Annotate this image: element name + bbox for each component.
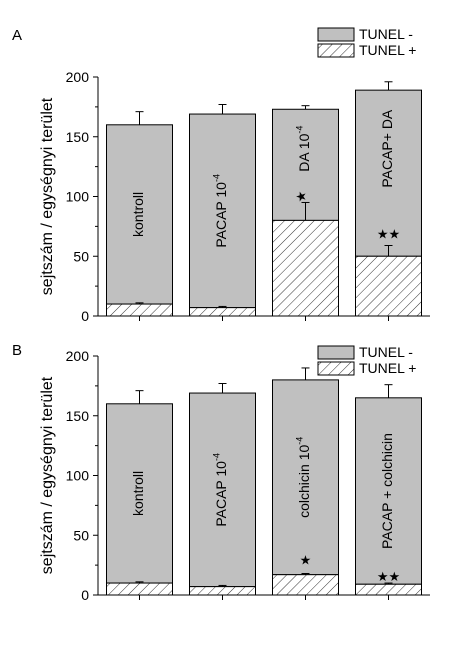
significance-marker: ★ xyxy=(300,553,312,568)
bar-label: PACAP+ DA xyxy=(379,109,395,188)
bar-label: DA 10-4 xyxy=(295,126,312,172)
legend-label-tunel-neg: TUNEL - xyxy=(359,344,413,360)
bar-tunel-neg xyxy=(272,379,339,576)
bar-label: PACAP 10-4 xyxy=(212,453,229,527)
bar-tunel-neg xyxy=(106,124,173,305)
bar-label: colchicin 10-4 xyxy=(295,437,312,518)
plot-b: kontroll PACAP 10-4 colchicin 10-4 ★ PACAP +… xyxy=(39,344,430,603)
y-tick-label: 150 xyxy=(66,408,90,424)
y-axis-label: sejtszám / egységnyi terület xyxy=(39,97,56,295)
bar-tunel-pos xyxy=(272,219,339,317)
legend: TUNEL -TUNEL + xyxy=(317,344,416,376)
legend: TUNEL -TUNEL + xyxy=(317,26,416,58)
bar-tunel-pos xyxy=(189,586,256,596)
legend-swatch-tunel-neg xyxy=(317,27,355,42)
y-tick-label: 100 xyxy=(66,468,90,484)
panel-label-a: A xyxy=(12,27,22,44)
y-tick-label: 200 xyxy=(66,69,90,85)
y-tick-label: 0 xyxy=(81,587,89,603)
plot-a: kontroll PACAP 10-4 DA 10-4 ★ PACAP+ DA ★★ 0 50… xyxy=(39,26,430,324)
legend-label-tunel-pos: TUNEL + xyxy=(359,42,416,58)
bar-label: PACAP 10-4 xyxy=(212,174,229,248)
bar-label: kontroll xyxy=(130,471,146,516)
y-tick-label: 200 xyxy=(66,348,90,364)
bar-tunel-pos xyxy=(106,303,173,317)
bar-tunel-pos xyxy=(106,582,173,596)
bar-tunel-neg xyxy=(106,403,173,584)
significance-marker: ★★ xyxy=(377,226,400,241)
bar-label: PACAP + colchicin xyxy=(379,433,395,549)
bar-tunel-pos xyxy=(355,255,422,317)
panel-a: A kontroll PACAP 10-4 DA 10-4 ★ PACAP+ DA ★★ 0… xyxy=(12,26,430,324)
y-tick-label: 50 xyxy=(73,248,89,264)
bar-tunel-neg xyxy=(355,397,422,585)
panel-b: B kontroll PACAP 10-4 colchicin 10-4 ★ PACAP… xyxy=(12,342,430,603)
y-tick-label: 50 xyxy=(73,527,89,543)
bar-tunel-neg xyxy=(355,89,422,257)
legend-swatch-tunel-pos xyxy=(317,361,355,376)
legend-swatch-tunel-neg xyxy=(317,345,355,360)
bar-label: kontroll xyxy=(130,192,146,237)
legend-label-tunel-pos: TUNEL + xyxy=(359,360,416,376)
significance-marker: ★★ xyxy=(377,569,400,584)
bar-tunel-pos xyxy=(272,574,339,596)
bar-tunel-pos xyxy=(355,583,422,596)
bar-tunel-pos xyxy=(189,307,256,317)
bar-tunel-neg xyxy=(272,108,339,221)
y-axis-label: sejtszám / egységnyi terület xyxy=(39,376,56,574)
panel-label-b: B xyxy=(12,342,22,359)
legend-label-tunel-neg: TUNEL - xyxy=(359,26,413,42)
y-tick-label: 0 xyxy=(81,308,89,324)
y-tick-label: 100 xyxy=(66,189,90,205)
significance-marker: ★ xyxy=(294,191,309,203)
y-tick-label: 150 xyxy=(66,129,90,145)
legend-swatch-tunel-pos xyxy=(317,43,355,58)
